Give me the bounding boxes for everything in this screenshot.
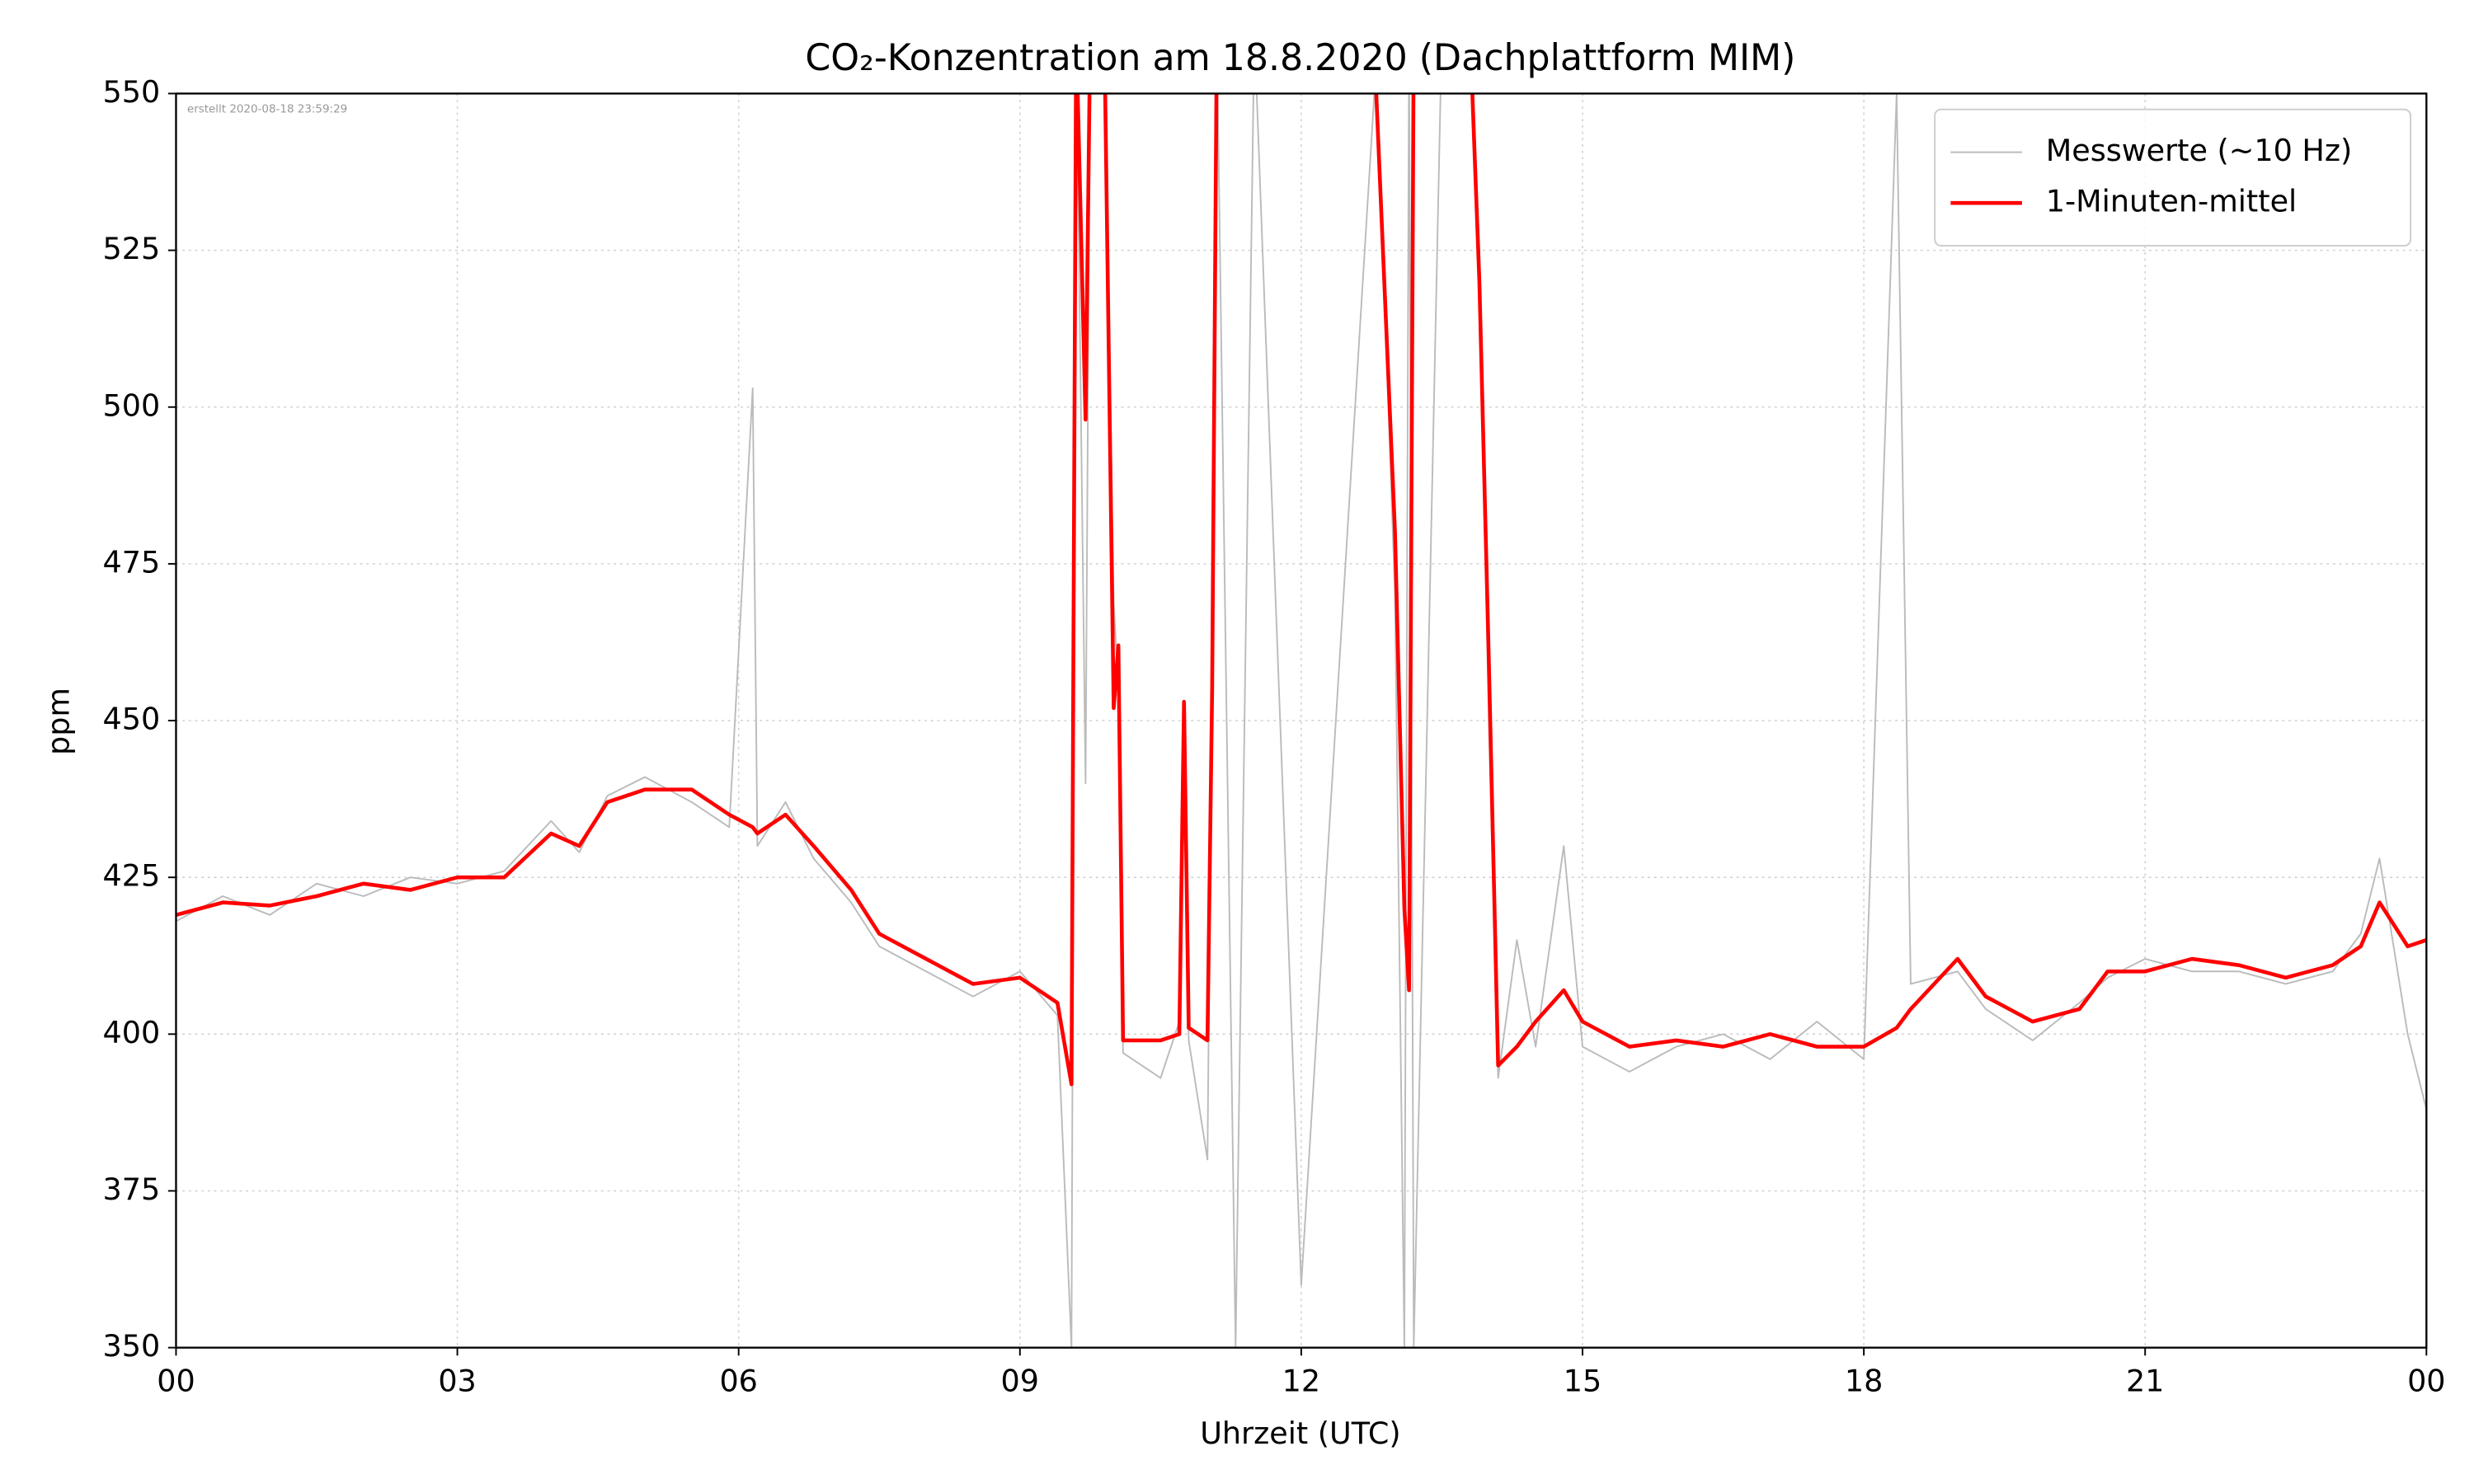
x-axis-label: Uhrzeit (UTC) [1200, 1416, 1400, 1451]
x-tick-label: 00 [157, 1363, 195, 1398]
chart-title: CO₂-Konzentration am 18.8.2020 (Dachplat… [805, 37, 1795, 79]
y-tick-label: 375 [103, 1172, 161, 1207]
y-axis-label: ppm [41, 688, 77, 755]
y-tick-label: 400 [103, 1015, 161, 1050]
data-line [176, 93, 2427, 1087]
x-tick-label: 09 [1001, 1363, 1039, 1398]
x-tick-label: 00 [2407, 1363, 2445, 1398]
y-tick-label: 450 [103, 702, 161, 737]
legend-label: Messwerte (~10 Hz) [2046, 133, 2353, 168]
x-tick-label: 03 [438, 1363, 476, 1398]
y-tick-label: 350 [103, 1328, 161, 1364]
y-tick-label: 425 [103, 858, 161, 894]
legend-box [1934, 108, 2412, 247]
y-tick-label: 500 [103, 387, 161, 423]
x-tick-label: 06 [719, 1363, 757, 1398]
x-tick-label: 21 [2126, 1363, 2164, 1398]
annotation: erstellt 2020-08-18 23:59:29 [187, 104, 347, 116]
x-tick-label: 15 [1564, 1363, 1602, 1398]
legend-label: 1-Minuten-mittel [2046, 184, 2297, 219]
y-tick-label: 550 [103, 74, 161, 110]
y-tick-label: 525 [103, 231, 161, 266]
x-tick-label: 12 [1282, 1363, 1320, 1398]
x-tick-label: 18 [1845, 1363, 1883, 1398]
y-tick-label: 475 [103, 544, 161, 580]
plot-area [176, 93, 2427, 1348]
data-line [176, 93, 2427, 1348]
plot-frame [175, 92, 2428, 1349]
